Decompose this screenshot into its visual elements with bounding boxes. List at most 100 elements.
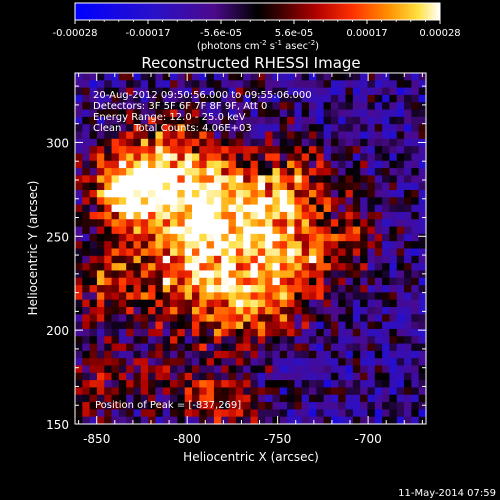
heatmap-cell <box>404 153 412 162</box>
heatmap-cell <box>228 182 237 191</box>
heatmap-cell <box>111 131 120 140</box>
heatmap-cell <box>301 387 310 396</box>
heatmap-cell <box>82 204 91 213</box>
heatmap-cell <box>221 138 230 147</box>
heatmap-cell <box>272 394 281 403</box>
heatmap-cell <box>228 80 237 89</box>
heatmap-cell <box>111 277 120 286</box>
heatmap-cell <box>221 87 230 96</box>
heatmap-cell <box>126 380 135 389</box>
heatmap-cell <box>396 387 405 396</box>
heatmap-cell <box>221 328 230 337</box>
heatmap-cell <box>89 358 98 367</box>
heatmap-cell <box>360 343 369 352</box>
heatmap-cell <box>192 146 200 155</box>
heatmap-cell <box>411 226 420 235</box>
heatmap-cell <box>301 204 310 213</box>
heatmap-cell <box>118 394 127 403</box>
heatmap-cell <box>111 321 120 330</box>
heatmap-cell <box>75 146 83 155</box>
heatmap-cell <box>374 358 383 367</box>
heatmap-cell <box>287 175 295 184</box>
heatmap-cell <box>279 226 288 235</box>
heatmap-cell <box>228 402 237 410</box>
heatmap-cell <box>162 343 171 352</box>
heatmap-cell <box>228 197 237 206</box>
heatmap-cell <box>250 285 259 293</box>
heatmap-cell <box>287 292 295 301</box>
heatmap-cell <box>140 358 149 367</box>
heatmap-cell <box>345 358 354 367</box>
heatmap-cell <box>367 394 376 403</box>
heatmap-cell <box>228 190 237 198</box>
heatmap-cell <box>89 285 98 293</box>
heatmap-cell <box>82 73 91 81</box>
heatmap-cell <box>140 321 149 330</box>
heatmap-cell <box>279 124 288 133</box>
heatmap-cell <box>396 241 405 250</box>
heatmap-cell <box>162 416 171 425</box>
heatmap-cell <box>345 109 354 118</box>
heatmap-cell <box>133 168 142 176</box>
heatmap-cell <box>89 263 98 272</box>
heatmap-cell <box>374 285 383 293</box>
heatmap-cell <box>155 219 164 228</box>
heatmap-cell <box>133 292 142 301</box>
heatmap-cell <box>396 394 405 403</box>
heatmap-cell <box>345 307 354 315</box>
heatmap-cell <box>257 241 266 250</box>
heatmap-cell <box>228 263 237 272</box>
heatmap-cell <box>162 102 171 111</box>
heatmap-cell <box>309 380 317 389</box>
heatmap-cell <box>228 372 237 381</box>
heatmap-cell <box>316 211 325 220</box>
heatmap-cell <box>352 102 361 111</box>
heatmap-cell <box>184 211 193 220</box>
heatmap-cell <box>301 219 310 228</box>
heatmap-cell <box>279 94 288 103</box>
heatmap-cell <box>111 416 120 425</box>
heatmap-cell <box>330 409 339 418</box>
heatmap-cell <box>396 292 405 301</box>
heatmap-cell <box>199 73 208 81</box>
heatmap-cell <box>155 321 164 330</box>
heatmap-cell <box>148 138 157 147</box>
heatmap-cell <box>140 160 149 169</box>
heatmap-cell <box>184 277 193 286</box>
heatmap-cell <box>228 168 237 176</box>
heatmap-cell <box>162 73 171 81</box>
heatmap-cell <box>133 285 142 293</box>
heatmap-cell <box>213 365 222 374</box>
heatmap-cell <box>133 394 142 403</box>
heatmap-cell <box>309 138 317 147</box>
heatmap-cell <box>155 402 164 410</box>
heatmap-cell <box>272 73 281 81</box>
heatmap-cell <box>250 73 259 81</box>
heatmap-cell <box>360 416 369 425</box>
heatmap-cell <box>192 175 200 184</box>
heatmap-cell <box>140 182 149 191</box>
heatmap-cell <box>192 299 200 308</box>
heatmap-cell <box>148 380 157 389</box>
heatmap-cell <box>192 124 200 133</box>
heatmap-cell <box>330 343 339 352</box>
heatmap-cell <box>382 131 391 140</box>
heatmap-cell <box>155 131 164 140</box>
heatmap-cell <box>265 109 274 118</box>
heatmap-cell <box>206 270 215 279</box>
heatmap-cell <box>82 102 91 111</box>
heatmap-cell <box>338 109 347 118</box>
heatmap-cell <box>155 263 164 272</box>
heatmap-cell <box>396 365 405 374</box>
heatmap-cell <box>265 160 274 169</box>
heatmap-cell <box>170 292 178 301</box>
heatmap-cell <box>199 387 208 396</box>
heatmap-cell <box>389 402 398 410</box>
heatmap-cell <box>104 372 113 381</box>
heatmap-cell <box>243 131 252 140</box>
heatmap-cell <box>243 102 252 111</box>
heatmap-cell <box>199 153 208 162</box>
heatmap-cell <box>404 204 412 213</box>
heatmap-cell <box>235 263 244 272</box>
heatmap-cell <box>82 394 91 403</box>
